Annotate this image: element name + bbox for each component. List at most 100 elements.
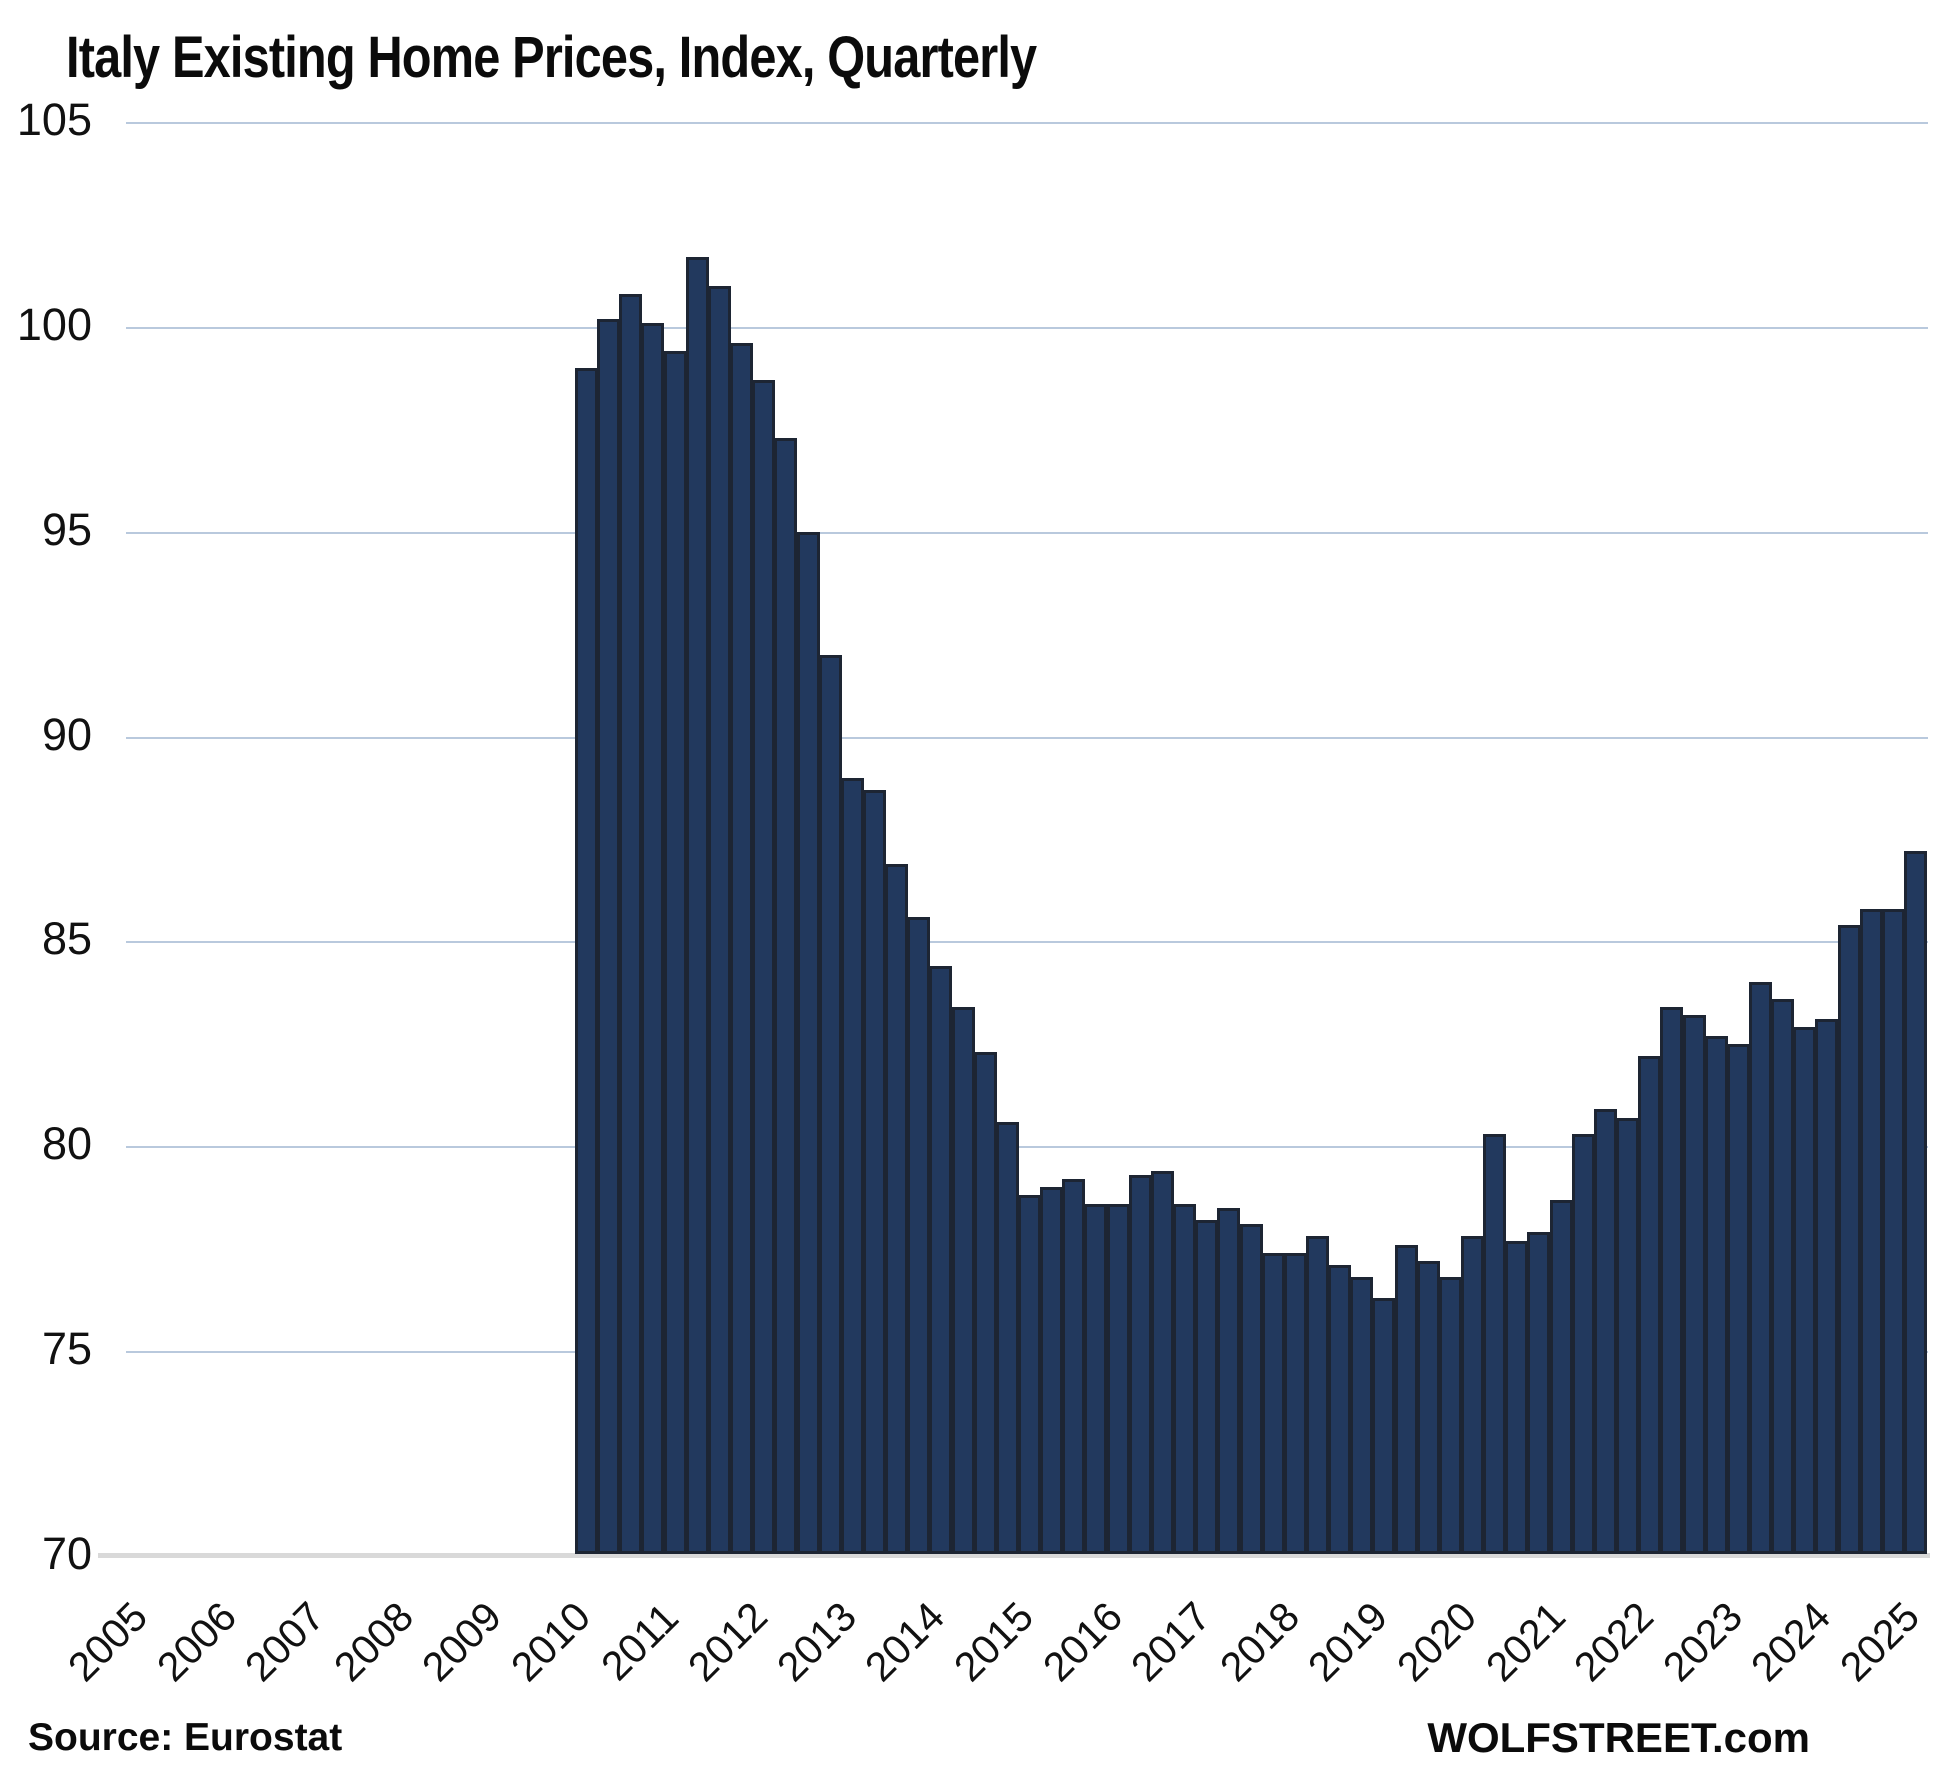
- bar-2017Q4: [1262, 1253, 1285, 1554]
- bar-2021Q4: [1616, 1118, 1639, 1554]
- x-year-label-2024: 2024: [1742, 1593, 1840, 1691]
- bar-2022Q4: [1705, 1036, 1728, 1554]
- bar-2012Q1: [752, 380, 775, 1554]
- bar-2021Q1: [1550, 1200, 1573, 1554]
- bar-2016Q1: [1107, 1204, 1130, 1554]
- bar-2019Q1: [1372, 1298, 1395, 1554]
- bar-2017Q2: [1217, 1208, 1240, 1554]
- gridline-100: [126, 327, 1928, 329]
- bar-2010Q2: [597, 319, 620, 1554]
- bar-2024Q4: [1882, 909, 1905, 1554]
- bar-2022Q3: [1683, 1015, 1706, 1554]
- bar-2018Q1: [1284, 1253, 1307, 1554]
- x-year-label-2021: 2021: [1477, 1593, 1575, 1691]
- x-year-label-2025: 2025: [1831, 1593, 1929, 1691]
- bar-2025Q1: [1904, 851, 1927, 1554]
- bar-2022Q1: [1638, 1056, 1661, 1554]
- x-year-label-2022: 2022: [1565, 1593, 1663, 1691]
- bar-2010Q1: [575, 368, 598, 1554]
- bar-2023Q2: [1749, 982, 1772, 1554]
- x-year-label-2020: 2020: [1388, 1593, 1486, 1691]
- bar-2016Q3: [1151, 1171, 1174, 1554]
- x-year-label-2014: 2014: [856, 1593, 954, 1691]
- bar-2014Q3: [974, 1052, 997, 1554]
- bar-2013Q2: [863, 790, 886, 1554]
- bar-2023Q1: [1727, 1044, 1750, 1554]
- y-tick-label-105: 105: [16, 93, 92, 145]
- x-year-label-2023: 2023: [1654, 1593, 1752, 1691]
- y-tick-label-75: 75: [41, 1322, 92, 1374]
- x-year-label-2015: 2015: [945, 1593, 1043, 1691]
- bar-2013Q3: [885, 864, 908, 1554]
- bar-2014Q1: [929, 966, 952, 1554]
- bar-2024Q3: [1860, 909, 1883, 1554]
- y-tick-label-85: 85: [41, 912, 92, 964]
- bar-2020Q1: [1461, 1236, 1484, 1554]
- bar-2016Q4: [1173, 1204, 1196, 1554]
- x-year-label-2007: 2007: [236, 1593, 334, 1691]
- bar-2015Q3: [1062, 1179, 1085, 1554]
- bar-2014Q2: [952, 1007, 975, 1554]
- source-note: Source: Eurostat: [28, 1716, 343, 1759]
- x-year-label-2017: 2017: [1122, 1593, 1220, 1691]
- bar-2022Q2: [1660, 1007, 1683, 1554]
- x-year-label-2016: 2016: [1034, 1593, 1132, 1691]
- bar-2010Q3: [619, 294, 642, 1554]
- gridline-85: [126, 941, 1928, 943]
- bar-2023Q4: [1793, 1027, 1816, 1554]
- bar-2020Q4: [1527, 1232, 1550, 1554]
- y-tick-label-90: 90: [41, 708, 92, 760]
- bar-2018Q4: [1350, 1277, 1373, 1554]
- bar-2016Q2: [1129, 1175, 1152, 1554]
- bar-2021Q3: [1594, 1109, 1617, 1554]
- y-tick-label-80: 80: [41, 1117, 92, 1169]
- bar-2010Q4: [641, 323, 664, 1554]
- bar-2012Q4: [819, 655, 842, 1554]
- bar-2017Q1: [1195, 1220, 1218, 1554]
- x-year-label-2018: 2018: [1211, 1593, 1309, 1691]
- x-year-label-2005: 2005: [59, 1593, 157, 1691]
- bar-2015Q4: [1084, 1204, 1107, 1554]
- x-axis-baseline: [98, 1553, 1930, 1558]
- x-year-label-2010: 2010: [502, 1593, 600, 1691]
- bar-2012Q2: [774, 438, 797, 1554]
- branding-wolfstreet: WOLFSTREET.com: [1427, 1714, 1810, 1761]
- bar-2023Q3: [1771, 999, 1794, 1554]
- bar-2024Q2: [1838, 925, 1861, 1554]
- y-tick-label-70: 70: [41, 1527, 92, 1579]
- x-year-label-2008: 2008: [325, 1593, 423, 1691]
- bar-2015Q2: [1040, 1187, 1063, 1554]
- bar-2018Q3: [1328, 1265, 1351, 1554]
- bar-2011Q4: [730, 343, 753, 1554]
- gridline-90: [126, 737, 1928, 739]
- x-year-label-2019: 2019: [1299, 1593, 1397, 1691]
- bar-2011Q1: [664, 351, 687, 1554]
- bar-2011Q3: [708, 286, 731, 1554]
- x-year-label-2011: 2011: [592, 1594, 688, 1690]
- x-year-label-2009: 2009: [413, 1593, 511, 1691]
- bar-2020Q3: [1505, 1241, 1528, 1554]
- bar-2018Q2: [1306, 1236, 1329, 1554]
- gridline-95: [126, 532, 1928, 534]
- bar-2019Q2: [1395, 1245, 1418, 1554]
- y-tick-label-100: 100: [16, 298, 92, 350]
- bar-2014Q4: [996, 1122, 1019, 1554]
- bar-2012Q3: [797, 532, 820, 1554]
- x-year-label-2012: 2012: [679, 1593, 777, 1691]
- x-year-label-2013: 2013: [768, 1593, 866, 1691]
- bar-2015Q1: [1018, 1195, 1041, 1554]
- gridline-105: [126, 122, 1928, 124]
- bar-2020Q2: [1483, 1134, 1506, 1554]
- bar-2013Q1: [841, 778, 864, 1554]
- bar-2017Q3: [1240, 1224, 1263, 1554]
- bar-2021Q2: [1572, 1134, 1595, 1554]
- page-title: Italy Existing Home Prices, Index, Quart…: [66, 25, 1037, 90]
- bar-2019Q4: [1439, 1277, 1462, 1554]
- gridline-80: [126, 1146, 1928, 1148]
- bar-2024Q1: [1815, 1019, 1838, 1554]
- bar-2019Q3: [1417, 1261, 1440, 1554]
- y-tick-label-95: 95: [41, 503, 92, 555]
- bar-2011Q2: [686, 257, 709, 1554]
- bar-2013Q4: [907, 917, 930, 1554]
